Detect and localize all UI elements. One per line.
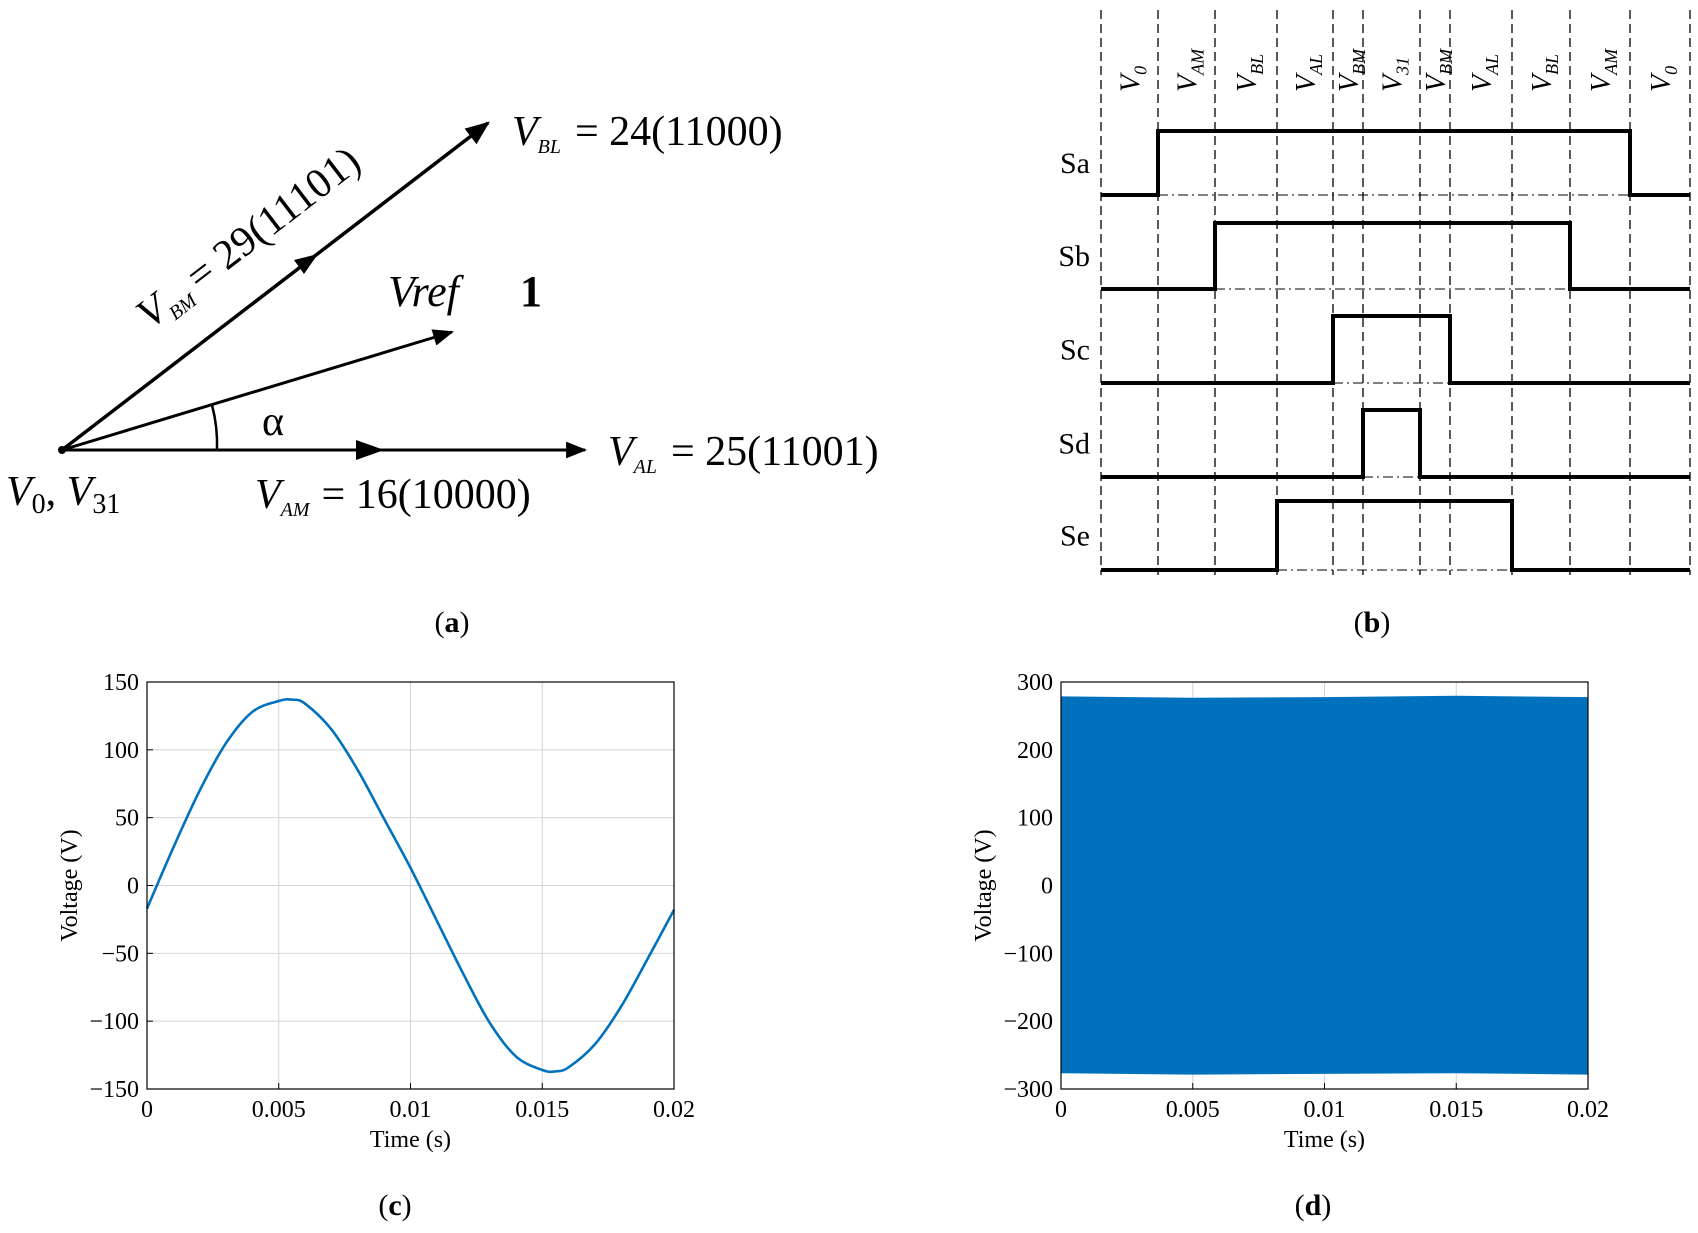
vector-vam-label: VAM = 16(10000)	[255, 472, 531, 521]
origin-label: V0, V31	[6, 469, 120, 520]
x-axis-label: Time (s)	[370, 1127, 451, 1153]
sector-label: 1	[520, 267, 542, 316]
vector-vref-label: Vref	[388, 267, 465, 316]
x-tick-label: 0	[1055, 1097, 1067, 1123]
signal-waveform	[1101, 314, 1690, 385]
voltage-pwm-band	[1060, 695, 1589, 1075]
y-tick-label: 150	[103, 670, 139, 696]
signal-waveform	[1101, 221, 1690, 291]
panel-b-caption: (b)	[1354, 606, 1391, 639]
vector-vbl-label: VBL = 24(11000)	[512, 109, 783, 158]
vector-vbl-arrow	[60, 121, 490, 452]
segment-label: V31	[1378, 57, 1413, 92]
y-tick-label: −200	[1003, 1009, 1053, 1035]
segment-label: VBM	[1334, 48, 1369, 92]
y-tick-label: 200	[1017, 738, 1053, 764]
x-tick-label: 0.005	[252, 1097, 306, 1123]
y-tick-label: 0	[1041, 874, 1053, 900]
y-tick-label: 100	[103, 738, 139, 764]
x-axis-label: Time (s)	[1284, 1127, 1365, 1153]
segment-label: V0	[1646, 66, 1681, 92]
y-tick-label: 300	[1017, 670, 1053, 696]
chart-d-caption: (d)	[1295, 1189, 1332, 1222]
segment-label: VBL	[1232, 54, 1267, 92]
signal-label: Sd	[1058, 428, 1090, 461]
x-tick-label: 0.02	[653, 1097, 695, 1123]
x-tick-label: 0.015	[1429, 1097, 1483, 1123]
angle-label: α	[262, 399, 284, 445]
y-axis-label: Voltage (V)	[971, 829, 997, 941]
voltage-pwm-chart: 0 0.005 0.01 0.015 0.02 −300 −200 −100 0 100 200 30…	[971, 670, 1609, 1153]
segment-label: V0	[1116, 66, 1151, 92]
segment-label: VAM	[1586, 48, 1621, 92]
signal-waveform	[1101, 499, 1690, 572]
y-tick-label: −300	[1003, 1077, 1053, 1103]
panel-a-caption: (a)	[435, 606, 470, 639]
y-tick-label: 100	[1017, 806, 1053, 832]
vector-vam-arrowhead	[356, 440, 384, 460]
segment-label: VAL	[1291, 54, 1326, 92]
vector-vref-arrow	[61, 329, 455, 452]
x-tick-label: 0.005	[1166, 1097, 1220, 1123]
signal-label: Sa	[1060, 147, 1090, 180]
vector-val-label: VAL = 25(11001)	[608, 429, 879, 478]
y-axis-label: Voltage (V)	[57, 829, 83, 941]
space-vector-diagram: VBL = 24(11000) VBM= 29(11101) Vref 1 α V…	[6, 109, 879, 639]
chart-c-caption: (c)	[378, 1189, 411, 1222]
angle-arc	[210, 404, 219, 451]
signal-waveform	[1101, 408, 1690, 479]
plot-frame	[146, 681, 675, 1090]
signal-waveform	[1101, 129, 1690, 197]
voltage-line-chart: 0 0.005 0.01 0.015 0.02 −150 −100 −50 0 50 100 150 T…	[57, 670, 695, 1153]
y-tick-label: 50	[115, 806, 139, 832]
y-tick-label: −100	[1003, 941, 1053, 967]
x-tick-label: 0.015	[515, 1097, 569, 1123]
x-tick-label: 0.01	[1304, 1097, 1346, 1123]
segment-label: VBM	[1421, 48, 1456, 92]
segment-label: VAL	[1467, 54, 1502, 92]
y-tick-label: −50	[101, 941, 139, 967]
plot-frame	[1060, 681, 1589, 1090]
vector-vbm-arrowhead	[294, 254, 318, 274]
segment-label: VBL	[1527, 54, 1562, 92]
signal-label: Sc	[1060, 334, 1090, 367]
x-tick-label: 0.01	[390, 1097, 432, 1123]
signal-label: Sb	[1058, 240, 1090, 273]
y-tick-label: −100	[89, 1009, 139, 1035]
switching-timing-diagram: V0VAMVBLVALVBMV31VBMVALVBLVAMV0SaSbScSdS…	[1058, 10, 1691, 575]
voltage-series-line	[145, 698, 676, 1074]
y-tick-label: −150	[89, 1077, 139, 1103]
y-tick-label: 0	[127, 874, 139, 900]
x-tick-label: 0	[141, 1097, 153, 1123]
x-tick-label: 0.02	[1567, 1097, 1609, 1123]
signal-label: Se	[1060, 520, 1090, 553]
segment-label: VAM	[1173, 48, 1208, 92]
